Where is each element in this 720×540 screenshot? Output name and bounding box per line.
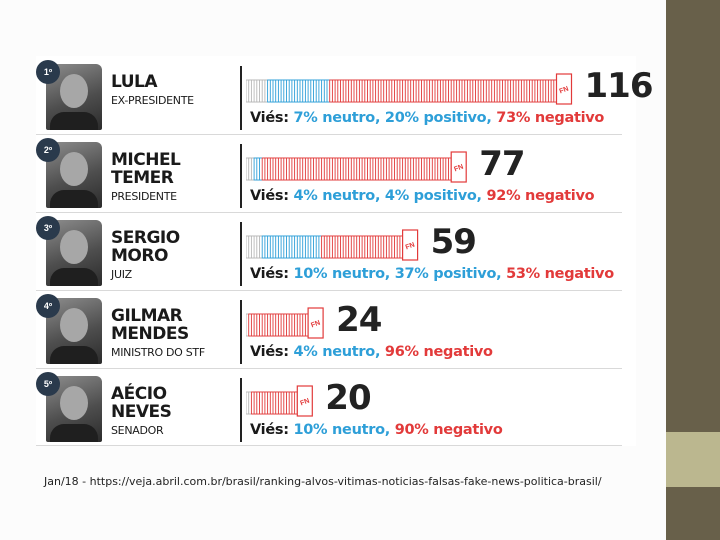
news-stack-svg: FN: [246, 229, 419, 261]
photo-suit: [50, 346, 98, 364]
person-role: EX-PRESIDENTE: [111, 94, 194, 107]
row-divider: [240, 144, 242, 208]
bias-neutral: 10% neutro,: [293, 422, 390, 438]
fn-badge-text: FN: [299, 398, 310, 408]
photo-face: [60, 152, 88, 186]
news-count: 24: [336, 300, 382, 340]
bias-neutral: 4% neutro,: [293, 344, 381, 360]
fn-front-card: [296, 385, 313, 417]
bias-neutral: 10% neutro,: [293, 266, 390, 282]
news-stack-svg: FN: [246, 73, 573, 105]
person-name-line: SERGIO: [111, 228, 180, 248]
row-divider: [240, 222, 242, 286]
bias-breakdown: Viés: 10% neutro, 37% positivo, 53% nega…: [250, 266, 614, 282]
news-stack: FN: [246, 72, 579, 106]
fn-front-card: [307, 307, 324, 339]
rank-badge: 3º: [36, 216, 60, 240]
photo-suit: [50, 190, 98, 208]
person-name-line: MICHEL: [111, 150, 181, 170]
rank-badge: 2º: [36, 138, 60, 162]
news-stack-svg: FN: [246, 385, 313, 417]
person-photo: [46, 298, 102, 364]
rank-badge: 1º: [36, 60, 60, 84]
news-stack: FN: [246, 384, 319, 418]
news-count: 77: [479, 144, 525, 184]
bias-breakdown: Viés: 7% neutro, 20% positivo, 73% negat…: [250, 110, 604, 126]
bias-label: Viés:: [250, 110, 294, 126]
news-stack-svg: FN: [246, 151, 467, 183]
person-name-line: MENDES: [111, 324, 189, 344]
news-stack: FN: [246, 228, 425, 262]
row-separator: [36, 212, 622, 213]
row-separator: [36, 290, 622, 291]
ranking-row: 5º AÉCIO NEVES SENADOR FN 20 Viés: 10% neutro,…: [36, 368, 636, 446]
bias-negative: 92% negativo: [486, 188, 595, 204]
photo-face: [60, 386, 88, 420]
source-caption: Jan/18 - https://veja.abril.com.br/brasi…: [44, 475, 602, 488]
photo-suit: [50, 268, 98, 286]
fake-news-ranking-chart: 1º LULA EX-PRESIDENTE FN 116 Viés: 7% neutro,…: [36, 56, 653, 446]
bias-breakdown: Viés: 10% neutro, 90% negativo: [250, 422, 503, 438]
ranking-row: 1º LULA EX-PRESIDENTE FN 116 Viés: 7% neutro,…: [36, 56, 653, 134]
fn-badge-text: FN: [453, 164, 464, 174]
rank-badge: 5º: [36, 372, 60, 396]
row-separator: [36, 134, 622, 135]
bias-positive: 20% positivo,: [384, 110, 492, 126]
person-name-line: GILMAR: [111, 306, 183, 326]
fn-badge-text: FN: [405, 242, 416, 252]
photo-suit: [50, 112, 98, 130]
right-accent-block: [666, 432, 720, 487]
news-stack: FN: [246, 150, 473, 184]
news-count: 116: [584, 66, 654, 106]
ranking-row: 3º SERGIO MORO JUIZ FN 59 Viés: 10% neutro, 37…: [36, 212, 636, 290]
bias-negative: 96% negativo: [384, 344, 493, 360]
row-divider: [240, 66, 242, 130]
photo-face: [60, 308, 88, 342]
fn-front-card: [555, 73, 573, 105]
row-divider: [240, 300, 242, 364]
person-name-line: LULA: [111, 72, 158, 92]
row-divider: [240, 378, 242, 442]
bias-label: Viés:: [250, 188, 294, 204]
bias-negative: 73% negativo: [496, 110, 605, 126]
person-role: JUIZ: [111, 268, 132, 281]
bias-label: Viés:: [250, 422, 294, 438]
bias-positive: 4% positivo,: [384, 188, 482, 204]
bias-negative: 90% negativo: [394, 422, 503, 438]
fn-front-card: [450, 151, 467, 183]
person-name-line: AÉCIO: [111, 384, 167, 404]
rank-badge: 4º: [36, 294, 60, 318]
ranking-row: 2º MICHEL TEMER PRESIDENTE FN 77 Viés: 4% neut…: [36, 134, 636, 212]
row-separator: [36, 445, 622, 446]
photo-face: [60, 74, 88, 108]
person-name-line: TEMER: [111, 168, 174, 188]
person-role: PRESIDENTE: [111, 190, 177, 203]
photo-face: [60, 230, 88, 264]
photo-suit: [50, 424, 98, 442]
bias-label: Viés:: [250, 344, 294, 360]
news-stack-svg: FN: [246, 307, 324, 339]
person-name-line: MORO: [111, 246, 168, 266]
fn-badge-text: FN: [559, 86, 570, 96]
news-count: 59: [430, 222, 477, 262]
bias-label: Viés:: [250, 266, 294, 282]
person-role: MINISTRO DO STF: [111, 346, 205, 359]
bias-breakdown: Viés: 4% neutro, 4% positivo, 92% negati…: [250, 188, 595, 204]
fn-badge-text: FN: [310, 320, 321, 330]
news-stack: FN: [246, 306, 330, 340]
news-count: 20: [325, 378, 371, 418]
bias-neutral: 7% neutro,: [293, 110, 381, 126]
bias-negative: 53% negativo: [506, 266, 614, 282]
bias-breakdown: Viés: 4% neutro, 96% negativo: [250, 344, 493, 360]
bias-neutral: 4% neutro,: [293, 188, 381, 204]
bias-positive: 37% positivo,: [394, 266, 502, 282]
person-role: SENADOR: [111, 424, 164, 437]
row-separator: [36, 368, 622, 369]
ranking-row: 4º GILMAR MENDES MINISTRO DO STF FN 24 Viés: 4…: [36, 290, 636, 368]
fn-front-card: [402, 229, 419, 261]
person-name-line: NEVES: [111, 402, 172, 422]
